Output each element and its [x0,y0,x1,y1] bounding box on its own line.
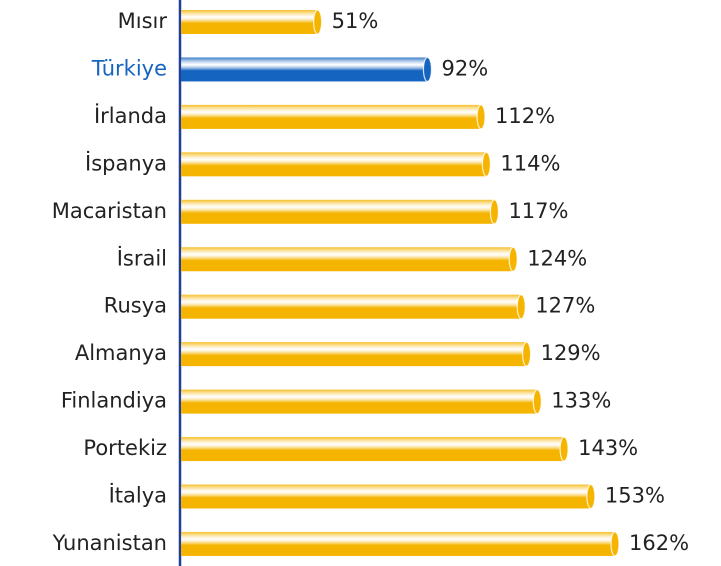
category-label: Finlandiya [61,389,167,413]
category-label: Macaristan [52,199,167,223]
bar-cap [610,531,620,557]
bar [181,531,615,556]
bar-cap [521,341,532,367]
bar-cap [516,294,526,320]
bar-cap [586,483,596,510]
bar [181,10,318,34]
bar-cap [481,151,492,177]
category-label: İrlanda [94,103,167,128]
value-label: 112% [495,104,555,128]
value-label: 117% [508,199,568,223]
bar [181,104,482,129]
bar [181,294,522,319]
bar [181,389,538,414]
bar [181,57,428,82]
category-label: Rusya [104,294,167,318]
bar-cap [559,436,569,462]
value-label: 114% [500,151,560,175]
bar [181,342,527,367]
category-label: Almanya [75,341,167,365]
value-label: 129% [541,341,601,365]
bar-cap [422,56,433,83]
category-label: Türkiye [91,56,167,80]
category-label: Portekiz [83,436,167,460]
bar [181,247,514,272]
value-label: 124% [527,246,587,270]
bar-cap [489,199,500,225]
category-label: İtalya [109,483,167,508]
value-label: 133% [551,389,611,413]
value-label: 127% [535,294,595,318]
bar [181,484,591,509]
category-label: İspanya [85,150,167,175]
category-label: İsrail [117,245,167,270]
bar-cap [313,9,323,35]
bar [181,152,487,177]
category-label: Mısır [118,9,168,33]
bar-cap [508,246,518,272]
value-label: 153% [605,484,665,508]
category-label: Yunanistan [52,531,167,555]
bar [181,199,495,224]
value-label: 162% [629,531,689,555]
value-label: 92% [441,56,488,80]
bar-cap [476,104,486,130]
bar [181,437,565,462]
bar-cap [532,389,542,415]
value-label: 51% [332,9,379,33]
value-label: 143% [578,436,638,460]
